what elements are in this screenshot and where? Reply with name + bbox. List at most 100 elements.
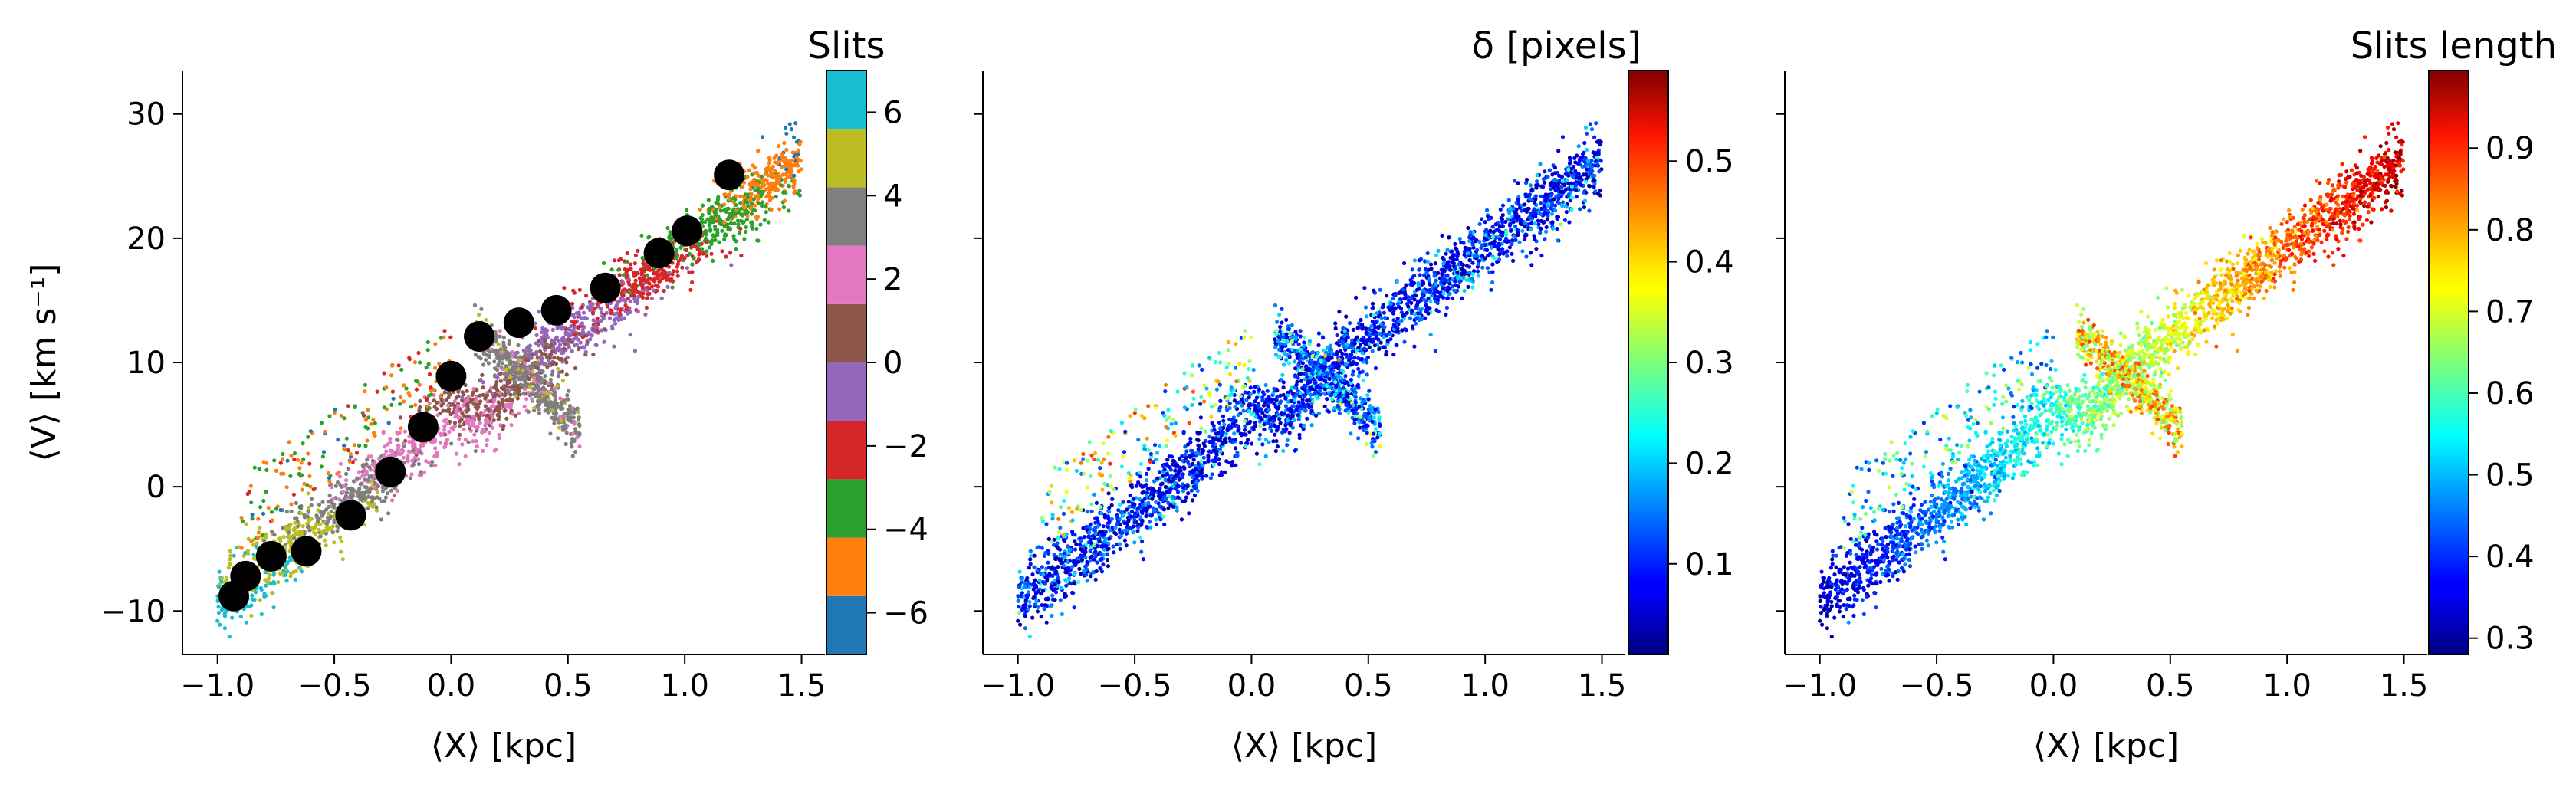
- scatter-point: [345, 487, 350, 491]
- scatter-point: [550, 327, 555, 332]
- scatter-point: [1441, 284, 1445, 288]
- scatter-point: [1023, 614, 1028, 618]
- scatter-point: [1546, 203, 1551, 208]
- scatter-point: [600, 313, 605, 318]
- scatter-point: [444, 398, 449, 402]
- scatter-point: [370, 504, 375, 509]
- colorbar-tick-label: −2: [883, 429, 928, 464]
- scatter-point: [420, 441, 425, 446]
- scatter-point: [1187, 462, 1191, 467]
- scatter-point: [1457, 237, 1462, 241]
- scatter-point: [1286, 413, 1291, 418]
- scatter-point: [708, 221, 712, 226]
- scatter-point: [550, 362, 555, 366]
- y-tick-label: −10: [101, 594, 166, 629]
- scatter-point: [1132, 540, 1137, 545]
- scatter-point: [462, 414, 467, 418]
- scatter-point: [792, 135, 797, 139]
- scatter-point: [555, 384, 560, 389]
- scatter-point: [1507, 211, 1512, 215]
- scatter-point: [1500, 241, 1504, 246]
- scatter-point: [1138, 535, 1143, 540]
- scatter-point: [1230, 460, 1235, 464]
- scatter-point: [1183, 444, 1188, 449]
- scatter-point: [1409, 295, 1414, 300]
- scatter-point: [281, 451, 285, 457]
- scatter-point: [488, 398, 493, 404]
- scatter-point: [483, 423, 488, 428]
- scatter-point: [527, 376, 531, 382]
- scatter-point: [1455, 288, 1460, 293]
- scatter-point: [749, 201, 754, 206]
- scatter-point: [755, 215, 761, 219]
- scatter-point: [542, 396, 547, 401]
- scatter-point: [636, 294, 641, 299]
- scatter-point: [367, 465, 372, 470]
- scatter-point: [489, 385, 494, 390]
- colorbar-bin: [826, 421, 866, 480]
- scatter-point: [734, 247, 738, 251]
- scatter-point: [750, 226, 755, 231]
- scatter-point: [398, 402, 402, 406]
- scatter-point: [1235, 451, 1240, 455]
- scatter-point: [1335, 333, 1339, 338]
- scatter-point: [433, 366, 438, 370]
- scatter-point: [1161, 514, 1165, 520]
- scatter-point: [688, 287, 693, 292]
- scatter-point: [795, 192, 800, 196]
- scatter-point: [685, 248, 689, 252]
- scatter-point: [1308, 379, 1313, 384]
- scatter-point: [533, 392, 537, 397]
- scatter-point: [722, 202, 727, 207]
- scatter-point: [515, 350, 520, 355]
- scatter-point: [381, 429, 386, 435]
- scatter-point: [1587, 208, 1592, 213]
- scatter-point: [680, 265, 685, 270]
- scatter-point: [787, 208, 791, 213]
- scatter-point: [1272, 414, 1276, 418]
- scatter-point: [501, 424, 506, 428]
- scatter-point: [736, 222, 741, 227]
- scatter-point: [1124, 543, 1129, 548]
- scatter-point: [375, 389, 380, 394]
- scatter-point: [569, 328, 573, 333]
- scatter-point: [1158, 487, 1162, 491]
- scatter-point: [370, 495, 374, 500]
- scatter-point: [570, 349, 574, 353]
- scatter-point: [610, 324, 615, 329]
- scatter-point: [388, 436, 393, 441]
- scatter-point: [1412, 344, 1417, 349]
- scatter-point: [406, 454, 410, 458]
- scatter-point: [1490, 270, 1495, 274]
- scatter-point: [462, 422, 466, 427]
- scatter-point: [371, 418, 376, 422]
- scatter-point: [1406, 304, 1411, 309]
- scatter-point: [342, 443, 347, 448]
- scatter-point: [396, 363, 401, 368]
- scatter-point: [1524, 254, 1529, 259]
- scatter-point: [493, 366, 498, 371]
- scatter-point: [584, 343, 590, 347]
- scatter-point: [767, 220, 771, 225]
- scatter-point: [656, 284, 661, 289]
- scatter-point: [1054, 544, 1059, 549]
- scatter-point: [525, 346, 530, 350]
- scatter-point: [480, 372, 485, 377]
- scatter-point: [732, 237, 737, 241]
- scatter-point: [593, 343, 598, 347]
- scatter-point: [348, 451, 353, 457]
- scatter-point: [703, 236, 708, 241]
- scatter-point: [1117, 527, 1122, 532]
- scatter-point: [1140, 539, 1145, 543]
- scatter-point: [1425, 251, 1430, 256]
- scatter-point: [1053, 598, 1057, 602]
- scatter-point: [495, 388, 500, 393]
- scatter-point: [305, 525, 310, 530]
- scatter-point: [370, 462, 375, 467]
- scatter-point: [546, 410, 550, 415]
- scatter-point: [759, 175, 764, 179]
- scatter-point: [386, 511, 391, 516]
- scatter-point: [216, 610, 221, 615]
- scatter-point: [1085, 527, 1089, 533]
- scatter-point: [1309, 423, 1314, 428]
